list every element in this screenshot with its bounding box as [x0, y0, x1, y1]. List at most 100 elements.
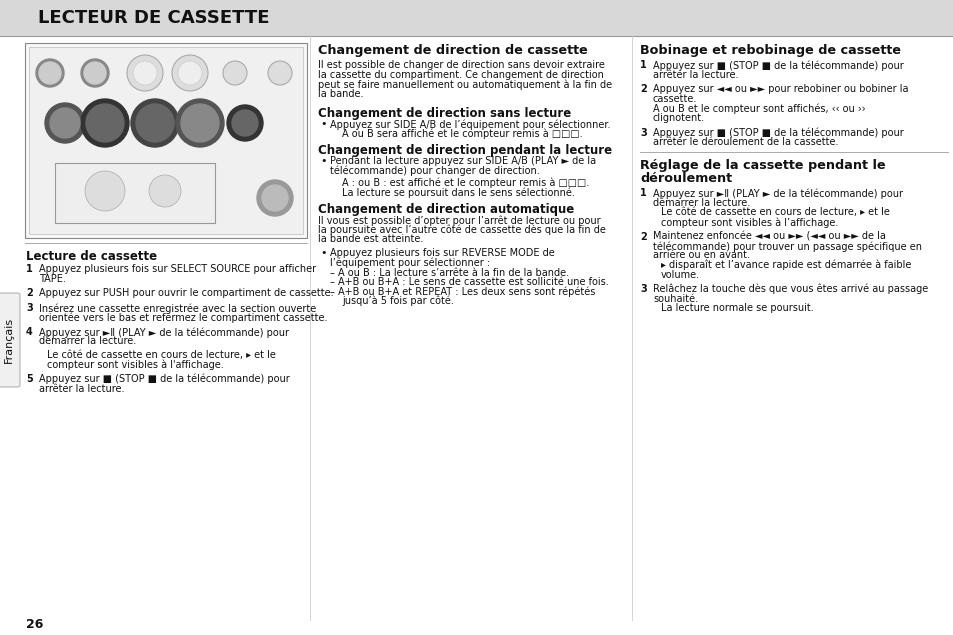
Text: Le côté de cassette en cours de lecture, ▸ et le: Le côté de cassette en cours de lecture,…	[47, 350, 275, 360]
Text: – A+B ou B+A et REPEAT : Les deux sens sont répétés: – A+B ou B+A et REPEAT : Les deux sens s…	[330, 286, 595, 297]
Text: Le côté de cassette en cours de lecture, ▸ et le: Le côté de cassette en cours de lecture,…	[660, 208, 889, 218]
Circle shape	[172, 55, 208, 91]
Circle shape	[81, 59, 109, 87]
Circle shape	[223, 61, 247, 85]
Circle shape	[232, 110, 257, 136]
Circle shape	[45, 103, 85, 143]
Text: télécommande) pour changer de direction.: télécommande) pour changer de direction.	[330, 166, 539, 177]
Text: 2: 2	[639, 232, 646, 241]
Text: souhaité.: souhaité.	[652, 293, 698, 304]
Bar	[55, 163, 214, 223]
Text: •: •	[319, 248, 326, 258]
Text: Appuyez sur ►Ⅱ (PLAY ► de la télécommande) pour: Appuyez sur ►Ⅱ (PLAY ► de la télécommand…	[652, 189, 902, 199]
Text: jusqu’à 5 fois par côté.: jusqu’à 5 fois par côté.	[341, 296, 454, 307]
Circle shape	[36, 59, 64, 87]
Text: Il vous est possible d’opter pour l’arrêt de lecture ou pour: Il vous est possible d’opter pour l’arrê…	[317, 215, 600, 225]
Text: Appuyez plusieurs fois sur REVERSE MODE de: Appuyez plusieurs fois sur REVERSE MODE …	[330, 248, 554, 258]
Text: peut se faire manuellement ou automatiquement à la fin de: peut se faire manuellement ou automatiqu…	[317, 79, 612, 90]
Circle shape	[85, 171, 125, 211]
Text: 3: 3	[26, 303, 32, 313]
Text: La lecture normale se poursuit.: La lecture normale se poursuit.	[660, 303, 813, 313]
Text: LECTEUR DE CASSETTE: LECTEUR DE CASSETTE	[38, 9, 269, 27]
Text: A ou B sera affiché et le compteur remis à □□□.: A ou B sera affiché et le compteur remis…	[341, 128, 582, 139]
Text: A : ou B : est affiché et le compteur remis à □□□.: A : ou B : est affiché et le compteur re…	[341, 178, 589, 188]
Text: A ou B et le compteur sont affichés, ‹‹ ou ››: A ou B et le compteur sont affichés, ‹‹ …	[652, 104, 864, 114]
Text: la bande est atteinte.: la bande est atteinte.	[317, 234, 423, 244]
Circle shape	[84, 62, 106, 84]
Text: TAPE.: TAPE.	[39, 274, 66, 284]
Text: l’équipement pour sélectionner :: l’équipement pour sélectionner :	[330, 258, 490, 269]
Text: volume.: volume.	[660, 269, 700, 279]
Text: Lecture de cassette: Lecture de cassette	[26, 250, 157, 263]
Text: démarrer la lecture.: démarrer la lecture.	[652, 198, 749, 208]
Text: •: •	[319, 119, 326, 129]
Circle shape	[39, 62, 61, 84]
Circle shape	[131, 99, 179, 147]
Circle shape	[81, 99, 129, 147]
Text: Il est possible de changer de direction sans devoir extraire: Il est possible de changer de direction …	[317, 60, 604, 70]
Text: Changement de direction automatique: Changement de direction automatique	[317, 203, 574, 215]
Text: la cassette du compartiment. Ce changement de direction: la cassette du compartiment. Ce changeme…	[317, 70, 603, 80]
Text: arrêter la lecture.: arrêter la lecture.	[652, 70, 738, 80]
Text: clignotent.: clignotent.	[652, 113, 704, 123]
Text: arrière ou en avant.: arrière ou en avant.	[652, 250, 749, 260]
Text: 3: 3	[639, 128, 646, 138]
Text: Pendant la lecture appuyez sur SIDE A/B (PLAY ► de la: Pendant la lecture appuyez sur SIDE A/B …	[330, 156, 596, 166]
Circle shape	[127, 55, 163, 91]
Circle shape	[50, 108, 80, 138]
Text: 5: 5	[26, 374, 32, 384]
Text: Changement de direction de cassette: Changement de direction de cassette	[317, 44, 587, 57]
Text: 1: 1	[26, 265, 32, 274]
Text: 1: 1	[639, 189, 646, 199]
Circle shape	[178, 61, 202, 85]
Text: Insérez une cassette enregistrée avec la section ouverte: Insérez une cassette enregistrée avec la…	[39, 303, 315, 314]
Text: compteur sont visibles à l'affichage.: compteur sont visibles à l'affichage.	[47, 359, 224, 370]
Circle shape	[268, 61, 292, 85]
Text: la bande.: la bande.	[317, 89, 363, 99]
Circle shape	[227, 105, 263, 141]
Text: Français: Français	[4, 317, 14, 363]
Text: arrêter la lecture.: arrêter la lecture.	[39, 384, 125, 394]
Text: Réglage de la cassette pendant le: Réglage de la cassette pendant le	[639, 159, 884, 173]
Text: Maintenez enfoncée ◄◄ ou ►► (◄◄ ou ►► de la: Maintenez enfoncée ◄◄ ou ►► (◄◄ ou ►► de…	[652, 232, 885, 241]
Text: – A ou B : La lecture s’arrête à la fin de la bande.: – A ou B : La lecture s’arrête à la fin …	[330, 267, 569, 277]
Bar	[29, 47, 303, 234]
Text: – A+B ou B+A : Le sens de cassette est sollicité une fois.: – A+B ou B+A : Le sens de cassette est s…	[330, 277, 608, 287]
Text: Appuyez plusieurs fois sur SELECT SOURCE pour afficher: Appuyez plusieurs fois sur SELECT SOURCE…	[39, 265, 315, 274]
Bar	[0, 0, 953, 36]
Text: compteur sont visibles à l’affichage.: compteur sont visibles à l’affichage.	[660, 217, 838, 227]
Circle shape	[262, 185, 288, 211]
Text: 3: 3	[639, 284, 646, 294]
Text: 1: 1	[639, 60, 646, 70]
Circle shape	[181, 104, 219, 142]
Text: la poursuite avec l’autre côté de cassette dès que la fin de: la poursuite avec l’autre côté de casset…	[317, 225, 605, 235]
Text: Changement de direction pendant la lecture: Changement de direction pendant la lectu…	[317, 144, 612, 157]
Text: 2: 2	[639, 84, 646, 95]
Circle shape	[256, 180, 293, 216]
Circle shape	[86, 104, 124, 142]
Circle shape	[149, 175, 181, 207]
Circle shape	[132, 61, 157, 85]
Text: Changement de direction sans lecture: Changement de direction sans lecture	[317, 107, 571, 119]
Text: arrêter le déroulement de la cassette.: arrêter le déroulement de la cassette.	[652, 137, 838, 147]
Bar	[25, 43, 307, 238]
Text: télécommande) pour trouver un passage spécifique en: télécommande) pour trouver un passage sp…	[652, 241, 921, 251]
Text: La lecture se poursuit dans le sens sélectionné.: La lecture se poursuit dans le sens séle…	[341, 187, 575, 197]
Text: Appuyez sur ■ (STOP ■ de la télécommande) pour: Appuyez sur ■ (STOP ■ de la télécommande…	[652, 128, 902, 138]
Text: ▸ disparaît et l’avance rapide est démarrée à faible: ▸ disparaît et l’avance rapide est démar…	[660, 260, 910, 271]
Text: déroulement: déroulement	[639, 172, 731, 185]
Text: 2: 2	[26, 288, 32, 298]
Text: Relâchez la touche dès que vous êtes arrivé au passage: Relâchez la touche dès que vous êtes arr…	[652, 284, 927, 295]
Text: 4: 4	[26, 327, 32, 337]
Text: cassette.: cassette.	[652, 94, 697, 104]
Circle shape	[136, 104, 173, 142]
Circle shape	[175, 99, 224, 147]
Text: Appuyez sur ■ (STOP ■ de la télécommande) pour: Appuyez sur ■ (STOP ■ de la télécommande…	[652, 60, 902, 71]
Text: Appuyez sur ►Ⅱ (PLAY ► de la télécommande) pour: Appuyez sur ►Ⅱ (PLAY ► de la télécommand…	[39, 327, 289, 337]
Text: démarrer la lecture.: démarrer la lecture.	[39, 337, 136, 347]
Text: Appuyez sur PUSH pour ouvrir le compartiment de cassette.: Appuyez sur PUSH pour ouvrir le comparti…	[39, 288, 334, 298]
Text: Appuyez sur ◄◄ ou ►► pour rebobiner ou bobiner la: Appuyez sur ◄◄ ou ►► pour rebobiner ou b…	[652, 84, 907, 95]
Text: •: •	[319, 156, 326, 166]
Text: Appuyez sur SIDE A/B de l’équipement pour sélectionner.: Appuyez sur SIDE A/B de l’équipement pou…	[330, 119, 610, 130]
Text: Appuyez sur ■ (STOP ■ de la télécommande) pour: Appuyez sur ■ (STOP ■ de la télécommande…	[39, 374, 290, 385]
